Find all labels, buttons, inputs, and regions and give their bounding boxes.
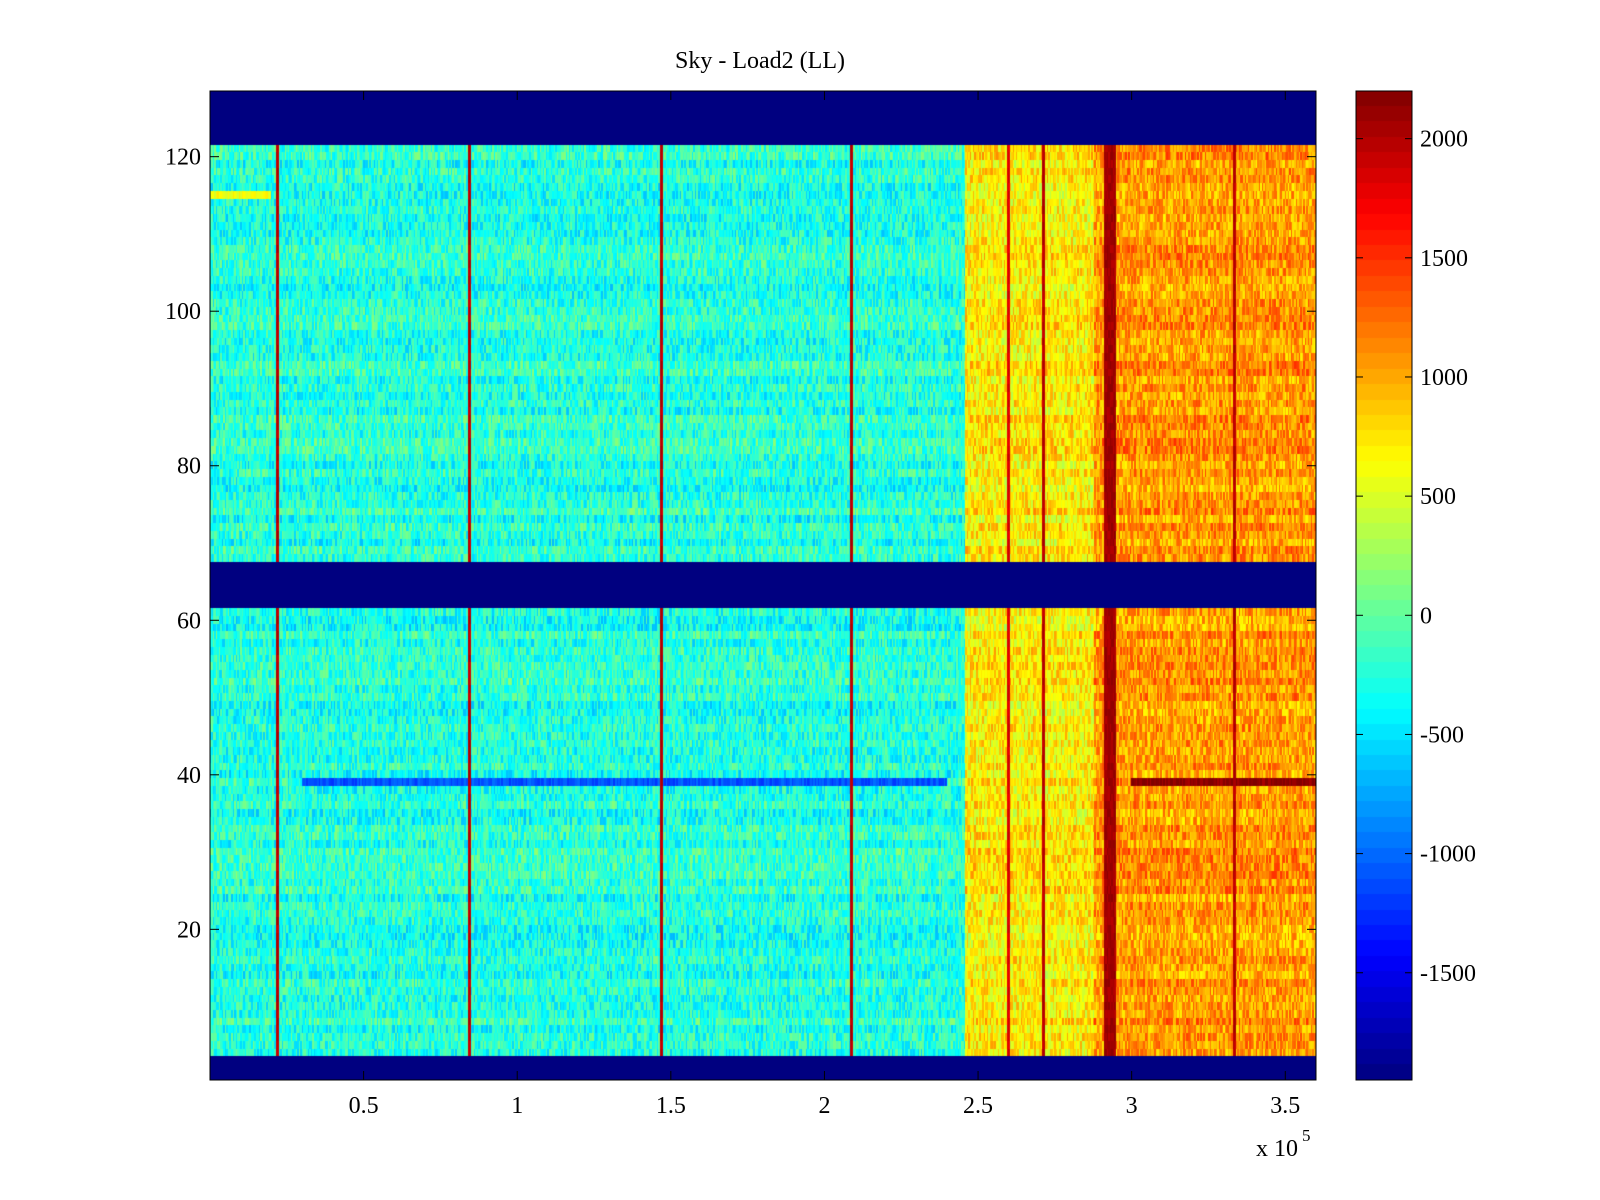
colorbar-frame xyxy=(1355,90,1413,1081)
y-axis: 20 40 60 80 100 120 xyxy=(165,145,1316,943)
colorbar-tick-label: 2000 xyxy=(1420,127,1468,153)
y-tick-label: 120 xyxy=(165,145,201,171)
x-tick-label: 1.5 xyxy=(656,1093,686,1119)
x-tick-label: 1 xyxy=(511,1093,523,1119)
colorbar-tick-label: -1500 xyxy=(1420,961,1476,987)
x-multiplier-label: x 10 xyxy=(1256,1136,1298,1162)
y-tick-label: 20 xyxy=(177,917,201,943)
x-tick-label: 2 xyxy=(818,1093,830,1119)
colorbar-tick-label: -1000 xyxy=(1420,842,1476,868)
colorbar-tick-label: 1500 xyxy=(1420,246,1468,272)
colorbar: 2000 1500 1000 500 0 -500 -1000 -1500 xyxy=(1355,90,1476,1081)
colorbar-tick-label: 0 xyxy=(1420,603,1432,629)
colorbar-tick-label: 500 xyxy=(1420,484,1456,510)
y-tick-label: 100 xyxy=(165,299,201,325)
y-tick-label: 60 xyxy=(177,608,201,634)
heatmap-canvas xyxy=(210,91,1316,1080)
chart-title: Sky - Load2 (LL) xyxy=(675,48,845,74)
x-multiplier: x 10 5 xyxy=(1256,1126,1311,1162)
y-tick-label: 40 xyxy=(177,763,201,789)
y-tick-label: 80 xyxy=(177,454,201,480)
heatmap-plot-area xyxy=(209,90,1317,1081)
x-tick-label: 3.5 xyxy=(1270,1093,1300,1119)
plot-frame xyxy=(209,90,1317,1081)
x-tick-label: 2.5 xyxy=(963,1093,993,1119)
colorbar-tick-label: -500 xyxy=(1420,722,1464,748)
heatmap-foreign xyxy=(210,91,1316,1080)
x-multiplier-exponent: 5 xyxy=(1302,1126,1311,1145)
colorbar-tick-label: 1000 xyxy=(1420,365,1468,391)
colorbar-ticks: 2000 1500 1000 500 0 -500 -1000 -1500 xyxy=(1356,127,1476,987)
colorbar-canvas xyxy=(1356,91,1412,1080)
x-tick-label: 3 xyxy=(1126,1093,1138,1119)
x-tick-label: 0.5 xyxy=(349,1093,379,1119)
x-axis: 0.5 1 1.5 2 2.5 3 3.5 xyxy=(349,91,1300,1119)
colorbar-foreign xyxy=(1356,91,1412,1080)
